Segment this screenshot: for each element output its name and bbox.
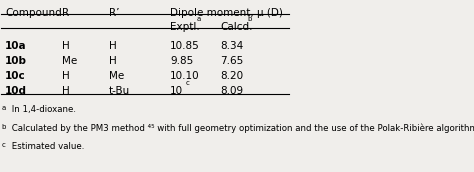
Text: 9.85: 9.85 xyxy=(170,56,193,66)
Text: Calculated by the PM3 method ⁴⁵ with full geometry optimization and the use of t: Calculated by the PM3 method ⁴⁵ with ful… xyxy=(9,124,474,133)
Text: c: c xyxy=(185,80,189,86)
Text: b: b xyxy=(1,124,6,130)
Text: Exptl.: Exptl. xyxy=(170,22,200,32)
Text: H: H xyxy=(109,41,117,51)
Text: H: H xyxy=(63,41,70,51)
Text: Estimated value.: Estimated value. xyxy=(9,142,85,151)
Text: 10.85: 10.85 xyxy=(170,41,200,51)
Text: a: a xyxy=(1,105,6,111)
Text: Calcd.: Calcd. xyxy=(220,22,253,32)
Text: Me: Me xyxy=(63,56,78,66)
Text: 8.20: 8.20 xyxy=(220,71,244,81)
Text: 10c: 10c xyxy=(5,71,26,81)
Text: R’: R’ xyxy=(109,8,119,18)
Text: Me: Me xyxy=(109,71,124,81)
Text: b: b xyxy=(247,17,252,22)
Text: Compound: Compound xyxy=(5,8,62,18)
Text: 10.10: 10.10 xyxy=(170,71,200,81)
Text: H: H xyxy=(63,86,70,96)
Text: t-Bu: t-Bu xyxy=(109,86,130,96)
Text: R: R xyxy=(63,8,70,18)
Text: 10d: 10d xyxy=(5,86,27,96)
Text: 10b: 10b xyxy=(5,56,27,66)
Text: 7.65: 7.65 xyxy=(220,56,244,66)
Text: c: c xyxy=(1,142,5,148)
Text: 10: 10 xyxy=(170,86,183,96)
Text: Dipole moment, μ (D): Dipole moment, μ (D) xyxy=(170,8,283,18)
Text: 8.09: 8.09 xyxy=(220,86,244,96)
Text: H: H xyxy=(63,71,70,81)
Text: a: a xyxy=(197,17,201,22)
Text: H: H xyxy=(109,56,117,66)
Text: 10a: 10a xyxy=(5,41,27,51)
Text: In 1,4-dioxane.: In 1,4-dioxane. xyxy=(9,105,76,114)
Text: 8.34: 8.34 xyxy=(220,41,244,51)
